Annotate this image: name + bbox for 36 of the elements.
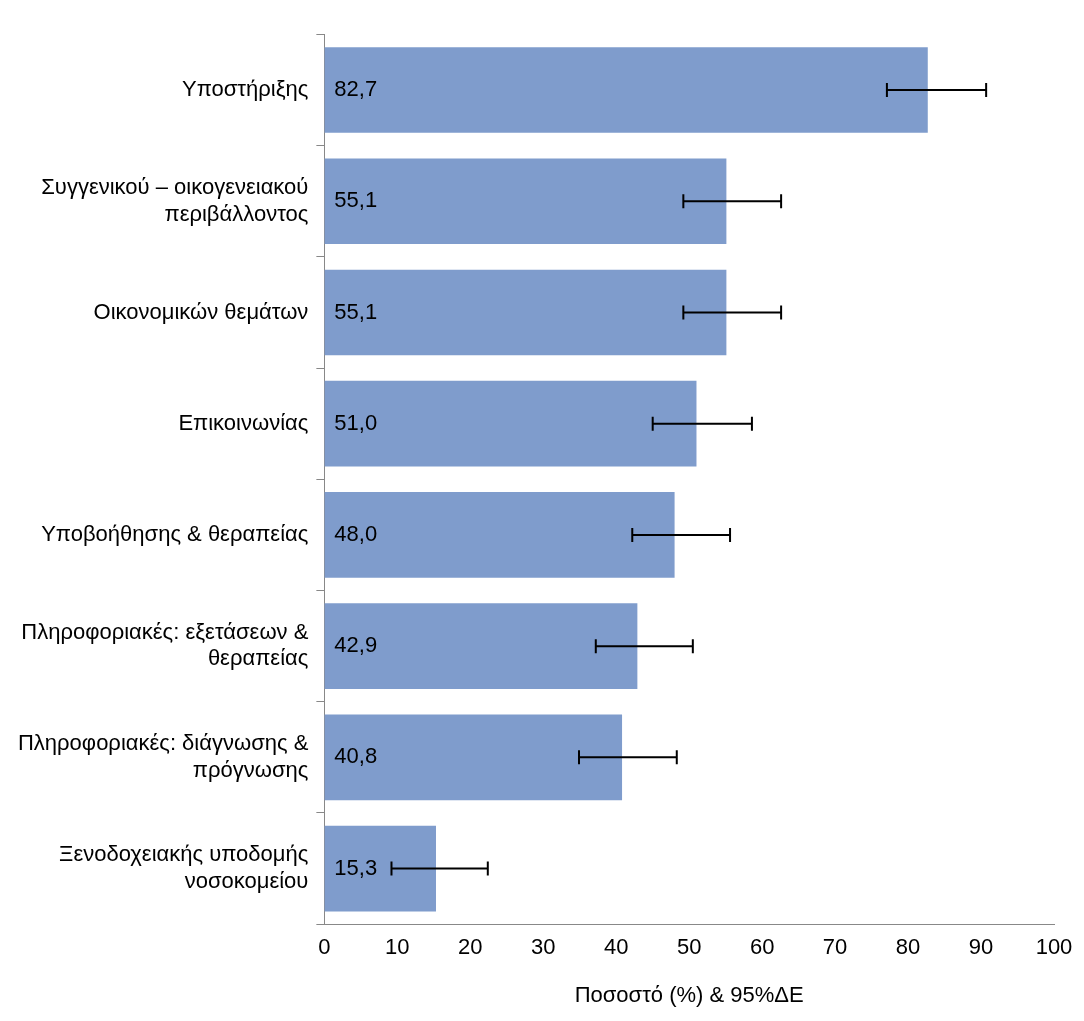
x-tick-label: 90: [968, 934, 994, 960]
bar: [324, 158, 727, 245]
bar: [324, 380, 697, 467]
x-axis-title: Ποσοστό (%) & 95%ΔΕ: [574, 981, 804, 1007]
x-tick-label: 30: [531, 934, 556, 960]
x-tick-label: 10: [385, 934, 410, 960]
bar: [324, 492, 675, 578]
x-tick-label: 40: [603, 934, 629, 960]
x-tick-label: 80: [895, 934, 921, 960]
bar: [324, 269, 727, 356]
x-tick-label: 20: [458, 934, 483, 960]
x-tick-label: 100: [1035, 934, 1073, 960]
data-label: 42,9: [334, 632, 378, 658]
data-label: 51,0: [334, 409, 378, 435]
data-label: 40,8: [334, 743, 378, 769]
y-tick-label: Πληροφοριακές: διάγνωσης & πρόγνωσης: [17, 730, 309, 782]
data-label: 15,3: [334, 854, 378, 880]
data-label: 55,1: [334, 298, 378, 324]
x-tick-label: 70: [822, 934, 848, 960]
bar: [324, 825, 436, 912]
x-tick-label: 60: [749, 934, 775, 960]
bar: [324, 47, 928, 133]
y-tick-label: Οικονομικών θεμάτων: [93, 298, 309, 324]
bar: [324, 603, 638, 689]
x-tick-label: 0: [318, 934, 331, 960]
bar: [324, 714, 623, 801]
y-tick-label: Υποβοήθησης & θεραπείας: [41, 520, 309, 546]
x-tick-label: 50: [676, 934, 702, 960]
y-tick-label: Συγγενικού – οικογενειακού περιβάλλοντος: [41, 174, 309, 226]
data-label: 55,1: [334, 187, 378, 213]
data-label: 82,7: [334, 76, 378, 102]
y-tick-label: Υποστήριξης: [181, 76, 309, 102]
data-label: 48,0: [334, 520, 378, 546]
y-tick-label: Επικοινωνίας: [178, 409, 309, 435]
y-tick-label: Πληροφοριακές: εξετάσεων & θεραπείας: [21, 619, 309, 671]
y-tick-label: Ξενοδοχειακής υποδομής νοσοκομείου: [59, 841, 309, 893]
